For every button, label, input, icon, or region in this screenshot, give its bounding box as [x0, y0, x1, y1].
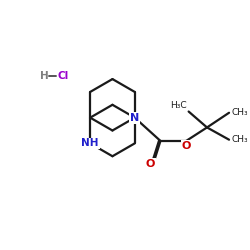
Text: N: N — [130, 113, 139, 123]
Text: O: O — [146, 159, 155, 169]
Text: Cl: Cl — [58, 71, 69, 81]
Text: H₃C: H₃C — [170, 100, 187, 110]
Text: CH₃: CH₃ — [231, 108, 248, 117]
Text: O: O — [182, 141, 191, 151]
Text: NH: NH — [82, 138, 99, 148]
Text: H: H — [40, 71, 48, 81]
Text: CH₃: CH₃ — [231, 135, 248, 144]
